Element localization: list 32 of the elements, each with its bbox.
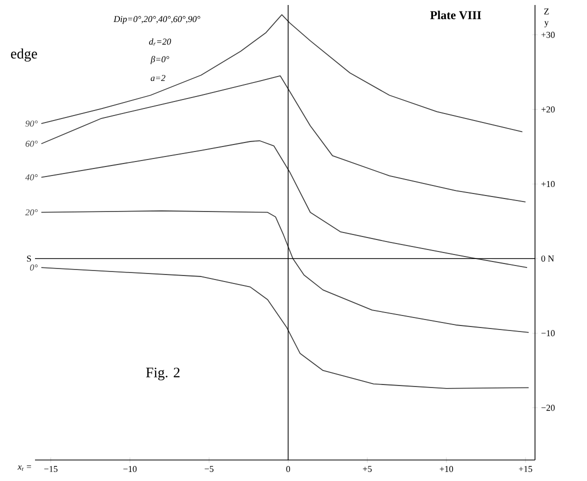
y-tick-label: +20 — [541, 106, 555, 112]
series-label: 20° — [25, 209, 38, 216]
series-label: 40° — [25, 174, 38, 180]
chart-title: Plate VIII — [430, 10, 482, 20]
x-tick-label: 0 — [286, 466, 290, 472]
line-series — [40, 75, 526, 202]
x-tick-label: +15 — [518, 466, 532, 472]
series-label: 60° — [26, 140, 38, 147]
ref-line-label: S — [27, 256, 31, 262]
x-tick-label: −5 — [204, 466, 214, 472]
annotation: a=2 — [150, 74, 166, 82]
x-tick-label: +10 — [440, 466, 454, 472]
x-axis-title: x$_{r}$ = — [18, 466, 32, 471]
y-tick-label: −20 — [541, 404, 555, 411]
y-tick-label: +10 — [541, 180, 555, 188]
x-tick-label: −10 — [123, 466, 137, 472]
annotation: d$_{r}$=20 — [149, 38, 172, 46]
y-axis-title: Z y — [544, 8, 549, 28]
y-tick-label: −10 — [541, 330, 555, 336]
series-label: 90° — [26, 120, 38, 127]
annotation: Dip=0°,20°,40°,60°,90° — [114, 16, 200, 24]
x-tick-label: −15 — [44, 466, 58, 472]
line-series — [40, 267, 530, 389]
line-series — [40, 140, 528, 268]
annotation: Fig. 2 — [146, 368, 180, 380]
annotation: edge — [11, 48, 38, 62]
line-series — [40, 210, 530, 333]
series-label: 0° — [30, 264, 38, 271]
y-tick-label: 0 N — [541, 256, 554, 262]
annotation: β=0° — [150, 56, 170, 64]
y-tick-label: +30 — [541, 32, 555, 38]
x-tick-label: +5 — [362, 466, 372, 472]
